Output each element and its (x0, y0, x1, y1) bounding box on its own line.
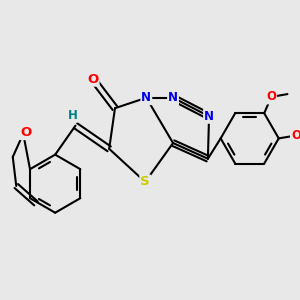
Text: O: O (291, 129, 300, 142)
Text: O: O (266, 91, 276, 103)
Text: S: S (140, 176, 150, 188)
Text: N: N (204, 110, 214, 123)
Text: N: N (141, 91, 151, 104)
Text: O: O (20, 126, 31, 139)
Text: N: N (168, 91, 178, 104)
Text: O: O (87, 73, 98, 86)
Text: H: H (68, 109, 77, 122)
